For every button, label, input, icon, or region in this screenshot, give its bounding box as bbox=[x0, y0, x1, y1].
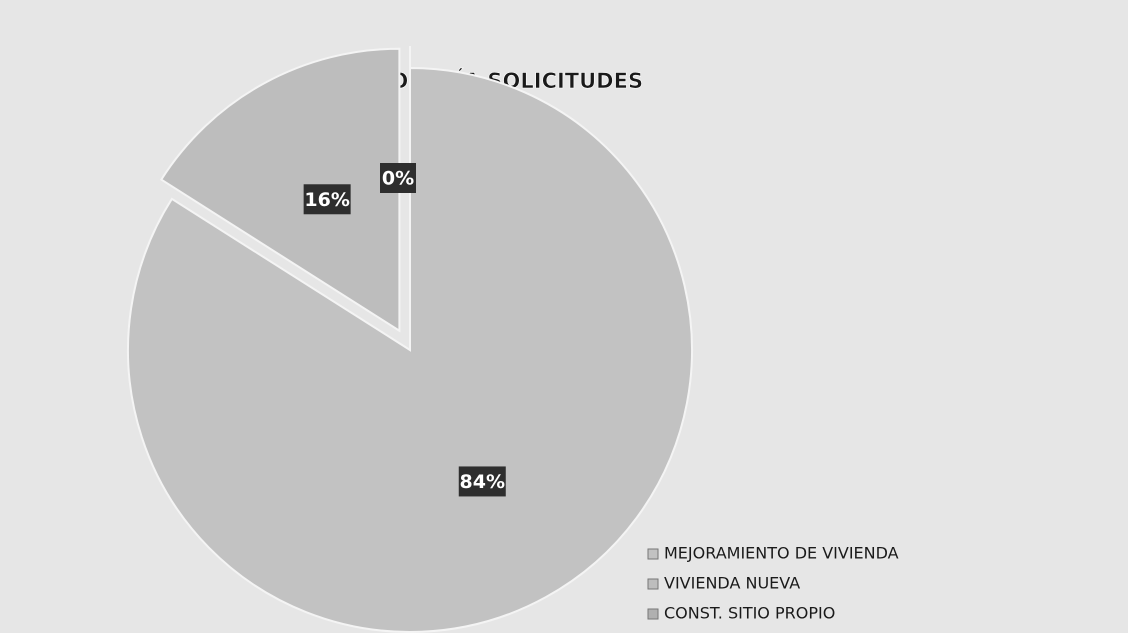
data-label: 16% bbox=[304, 189, 349, 211]
pie-slice bbox=[127, 66, 693, 633]
legend-marker bbox=[647, 608, 659, 620]
data-label-box bbox=[303, 184, 351, 215]
legend-marker bbox=[647, 548, 659, 560]
legend-marker bbox=[647, 578, 659, 590]
pie-slice bbox=[159, 47, 401, 333]
data-label-box bbox=[458, 466, 506, 497]
data-label-box bbox=[380, 163, 416, 193]
data-label: 84% bbox=[460, 471, 505, 493]
legend-label: CONST. SITIO PROPIO bbox=[664, 604, 835, 623]
legend-label: MEJORAMIENTO DE VIVIENDA bbox=[664, 544, 899, 563]
chart-title: TIPOLOGÍA SOLICITUDES bbox=[353, 68, 643, 93]
legend-label: VIVIENDA NUEVA bbox=[664, 574, 800, 593]
data-label: 0% bbox=[382, 168, 414, 190]
